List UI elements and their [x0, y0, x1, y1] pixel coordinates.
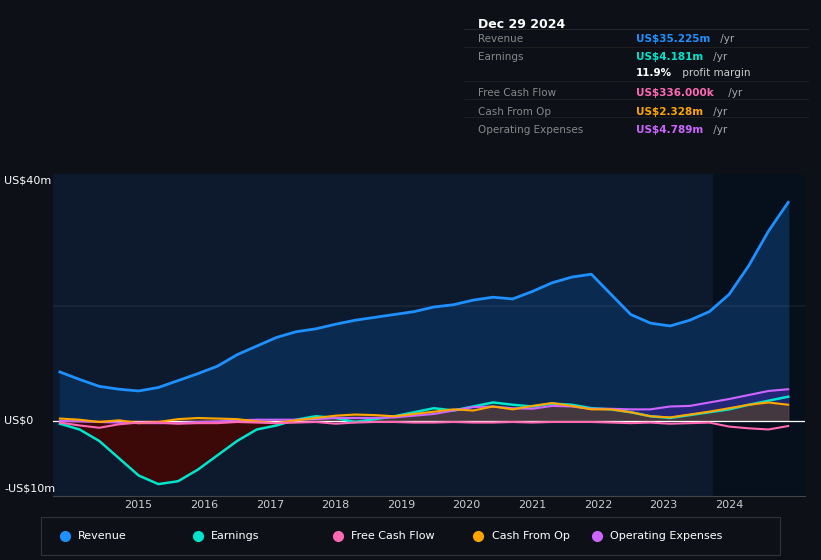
Text: /yr: /yr [709, 125, 727, 136]
Text: Cash From Op: Cash From Op [492, 531, 570, 541]
Text: 11.9%: 11.9% [636, 68, 672, 78]
Text: US$35.225m: US$35.225m [636, 34, 711, 44]
Text: Revenue: Revenue [78, 531, 126, 541]
Text: Free Cash Flow: Free Cash Flow [351, 531, 435, 541]
Text: Operating Expenses: Operating Expenses [610, 531, 722, 541]
Text: Operating Expenses: Operating Expenses [478, 125, 583, 136]
Text: /yr: /yr [709, 52, 727, 62]
Text: /yr: /yr [718, 34, 735, 44]
Text: US$336.000k: US$336.000k [636, 88, 714, 98]
Text: Earnings: Earnings [478, 52, 523, 62]
Text: /yr: /yr [725, 88, 742, 98]
Text: /yr: /yr [709, 106, 727, 116]
Text: Dec 29 2024: Dec 29 2024 [478, 18, 565, 31]
Text: US$40m: US$40m [4, 175, 52, 185]
Text: Cash From Op: Cash From Op [478, 106, 551, 116]
Text: -US$10m: -US$10m [4, 484, 55, 494]
Text: Revenue: Revenue [478, 34, 523, 44]
Text: Earnings: Earnings [211, 531, 259, 541]
Text: US$0: US$0 [4, 416, 34, 426]
Text: US$4.181m: US$4.181m [636, 52, 704, 62]
Text: profit margin: profit margin [680, 68, 751, 78]
Text: Free Cash Flow: Free Cash Flow [478, 88, 556, 98]
Text: US$2.328m: US$2.328m [636, 106, 704, 116]
Bar [713, 174, 808, 496]
Text: US$4.789m: US$4.789m [636, 125, 704, 136]
